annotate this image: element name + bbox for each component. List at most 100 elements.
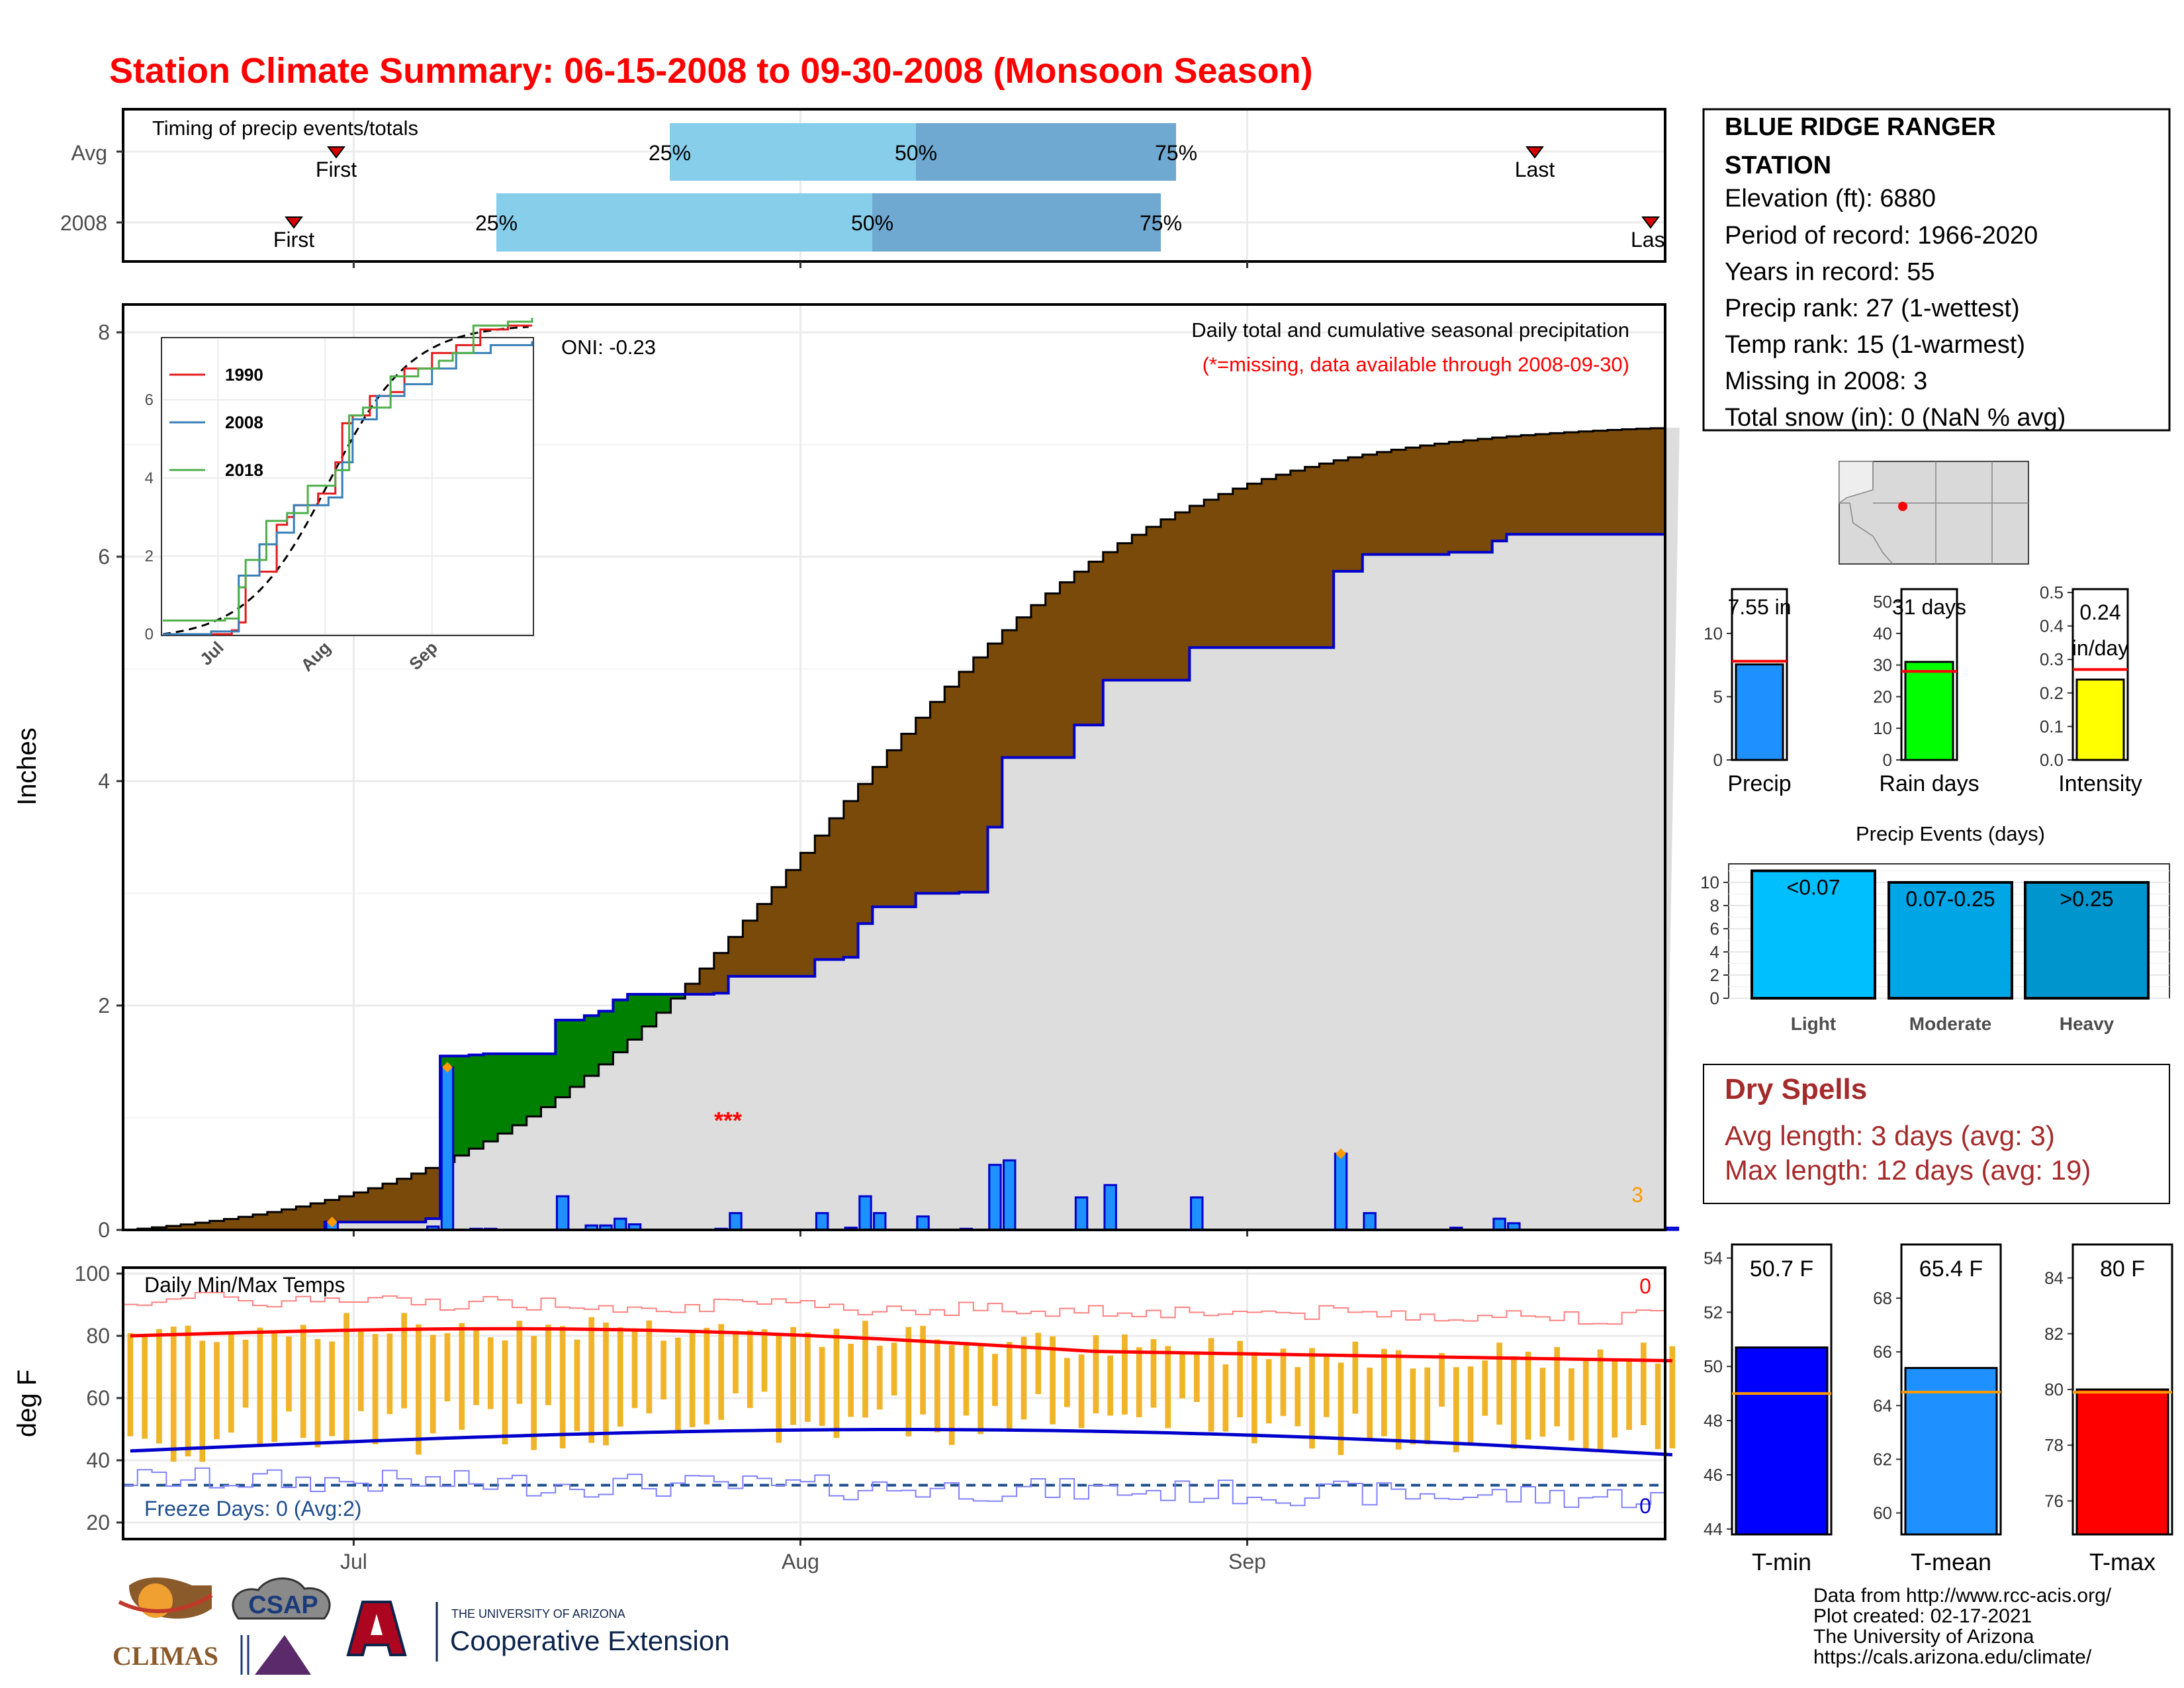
precip-panel: 0 2 4 6 8 Daily total and cumulative seasona…: [13, 303, 1680, 1242]
below-avg-fill: [1189, 506, 1205, 648]
temp-bar-y-tick-label: 48: [1704, 1411, 1723, 1430]
daily-temp-range-bar: [343, 1313, 349, 1441]
below-avg-fill: [1463, 440, 1479, 553]
daily-temp-range-bar: [776, 1333, 782, 1443]
daily-temp-range-bar: [559, 1326, 566, 1449]
inset-legend-label: 2008: [225, 412, 263, 432]
temp-panel-title: Daily Min/Max Temps: [144, 1273, 345, 1297]
inset-series-line: [163, 318, 533, 622]
below-avg-fill: [339, 1196, 354, 1223]
events-y-tick-label: 2: [1710, 965, 1719, 985]
daily-temp-range-bar: [473, 1327, 479, 1405]
daily-temp-range-bar: [1597, 1349, 1604, 1450]
event-bar-label: Heavy: [2060, 1013, 2115, 1034]
daily-temp-range-bar: [1381, 1348, 1387, 1436]
daily-temp-range-bar: [127, 1333, 134, 1436]
daily-temp-range-bar: [1539, 1368, 1546, 1437]
daily-temp-range-bar: [214, 1342, 220, 1440]
daily-temp-range-bar: [1424, 1367, 1431, 1445]
event-bar: [2024, 881, 2150, 1000]
daily-temp-range-bar: [1309, 1348, 1315, 1449]
daily-temp-range-bar: [1150, 1338, 1157, 1408]
below-avg-fill: [166, 1226, 181, 1230]
daily-temp-range-bar: [1251, 1352, 1257, 1444]
daily-temp-range-bar: [1093, 1335, 1099, 1414]
daily-temp-range-bar: [848, 1343, 854, 1417]
daily-temp-range-bar: [228, 1332, 234, 1433]
summary-y-tick-label: 50: [1873, 592, 1892, 612]
summary-bar-label: Intensity: [2058, 771, 2142, 796]
below-avg-fill: [382, 1184, 398, 1223]
daily-temp-range-bar: [1208, 1338, 1214, 1432]
temp-panel: 20 40 60 80 100 Jul Aug Sep Daily Min/Max Temps…: [13, 1262, 1676, 1573]
below-avg-fill: [1449, 442, 1464, 553]
precip-y-axis-label: Inches: [13, 727, 42, 806]
below-avg-fill: [1160, 519, 1176, 680]
below-avg-fill: [426, 1168, 441, 1219]
below-avg-fill: [771, 887, 787, 976]
below-avg-fill: [757, 904, 772, 976]
below-avg-fill: [396, 1178, 412, 1223]
daily-temp-range-bar: [300, 1325, 306, 1438]
below-avg-fill: [1492, 438, 1507, 541]
below-avg-fill: [281, 1209, 296, 1230]
daily-temp-range-bar: [502, 1340, 508, 1444]
timing-row-label-2008: 2008: [60, 211, 107, 235]
freeze-days-label: Freeze Days: 0 (Avg:2): [144, 1497, 361, 1521]
daily-temp-range-bar: [329, 1341, 336, 1436]
station-years: Years in record: 55: [1725, 258, 1935, 286]
avg-min-line: [130, 1428, 1673, 1457]
csap-logo: CSAP: [232, 1577, 331, 1675]
2008-25-label: 25%: [475, 211, 518, 235]
events-y-tick-label: 8: [1710, 896, 1719, 915]
record-max-line: [123, 1291, 1666, 1325]
below-avg-fill: [1521, 435, 1536, 535]
below-avg-fill: [353, 1192, 369, 1223]
daily-temp-range-bar: [1179, 1353, 1185, 1399]
precip-panel-title: Daily total and cumulative seasonal prec…: [1191, 318, 1629, 342]
daily-temp-range-bar: [804, 1332, 811, 1422]
cumulative-2008-line: [123, 532, 1666, 1231]
below-avg-fill: [915, 718, 931, 894]
daily-temp-range-bar: [948, 1344, 955, 1445]
below-avg-fill: [411, 1173, 426, 1223]
daily-precip-bar: [729, 1212, 743, 1231]
temp-bar-label: T-min: [1752, 1548, 1811, 1575]
2008-25-50-bar: [496, 193, 872, 252]
below-avg-fill: [1578, 431, 1594, 535]
daily-temp-range-bar: [1338, 1362, 1344, 1456]
daily-precip-bar: [1665, 1227, 1680, 1231]
daily-temp-range-bar: [199, 1340, 206, 1462]
inset-y-tick-label: 0: [145, 626, 154, 643]
daily-temp-range-bar: [1453, 1367, 1459, 1452]
daily-temp-range-bar: [1323, 1354, 1330, 1417]
daily-temp-range-bar: [1280, 1348, 1287, 1417]
below-avg-fill: [1347, 457, 1363, 572]
daily-temp-range-bar: [891, 1342, 897, 1396]
daily-temp-range-bar: [1525, 1351, 1531, 1440]
oni-label: ONI: -0.23: [561, 336, 656, 359]
dry-spells-max: Max length: 12 days (avg: 19): [1725, 1154, 2091, 1186]
precip-y-tick-label: 4: [98, 769, 110, 793]
temp-bar-charts: 44 46 48 50 52 54 50.7 F T-min 60 62 64 66 68 65.4 F T…: [1704, 1243, 2173, 1575]
below-avg-fill: [872, 767, 887, 907]
daily-precip-bar: [873, 1212, 887, 1231]
below-avg-fill: [958, 671, 974, 892]
daily-temp-range-bar: [963, 1342, 970, 1416]
temp-y-tick-label: 100: [75, 1262, 110, 1286]
above-avg-fill: [627, 994, 643, 1040]
summary-bar-label: Rain days: [1879, 771, 1979, 796]
record-day-marker: [1336, 1148, 1347, 1159]
temp-bar-y-tick-label: 76: [2044, 1491, 2064, 1511]
daily-temp-range-bar: [675, 1337, 681, 1432]
summary-y-tick-label: 0.4: [2040, 616, 2064, 636]
daily-temp-range-bar: [242, 1339, 249, 1408]
data-credits: Data from http://www.rcc-acis.org/ Plot …: [1813, 1585, 2112, 1668]
daily-temp-range-bar: [689, 1330, 696, 1427]
below-avg-fill: [1506, 436, 1522, 535]
daily-temp-range-bar: [545, 1325, 551, 1405]
temp-bar-label: T-max: [2089, 1548, 2156, 1575]
daily-temp-range-bar: [574, 1339, 580, 1431]
below-avg-fill: [901, 733, 917, 907]
avg-last-marker: [1525, 146, 1544, 159]
